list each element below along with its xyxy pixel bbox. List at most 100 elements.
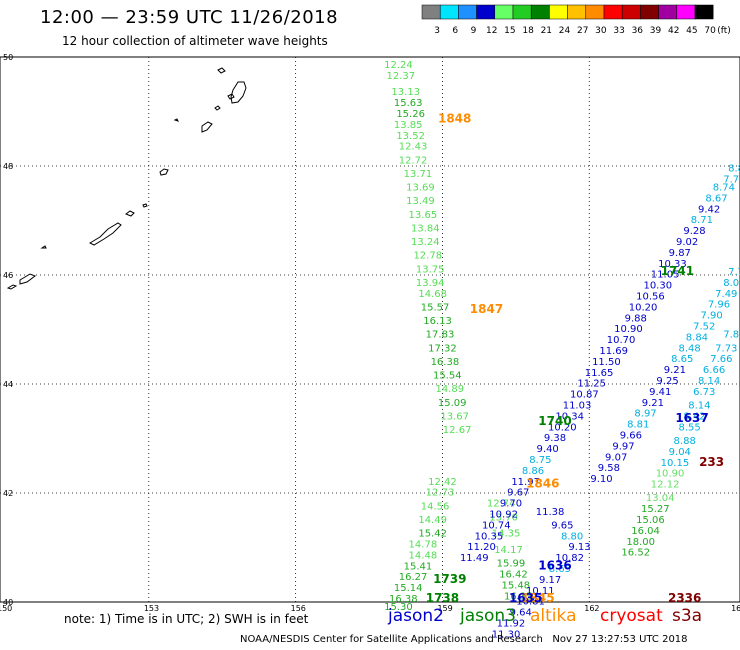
colorbar-label: 12: [486, 26, 497, 36]
swh-value: 8.71: [691, 215, 713, 226]
lon-tick-label: 159: [437, 604, 452, 613]
colorbar-label: 39: [650, 26, 662, 36]
swh-value: 8.86: [522, 466, 544, 477]
island-shape: [19, 273, 37, 285]
pass-time-label: 1637: [675, 411, 708, 425]
swh-value: 10.56: [636, 292, 665, 303]
swh-value: 12.67: [443, 425, 472, 436]
pass-time-label: 233: [699, 455, 724, 469]
swh-value: 6.66: [703, 365, 725, 376]
swh-value: 7.7: [723, 174, 739, 185]
swh-value: 18.00: [626, 537, 655, 548]
colorbar-label: 70: [704, 26, 716, 36]
swh-value: 12.42: [428, 477, 457, 488]
swh-value: 9.25: [656, 376, 678, 387]
swh-value: 7.66: [710, 354, 732, 365]
swh-value: 15.48: [502, 580, 531, 591]
swh-value: 13.84: [411, 223, 440, 234]
track-jason2-1741: 8.87.78.748.679.428.719.289.029.8710.331…: [460, 163, 740, 564]
swh-value: 12.12: [651, 480, 680, 491]
satellite-legend-cryosat: cryosat: [600, 606, 663, 626]
lat-tick-label: 42: [3, 489, 13, 498]
swh-value: 7.7: [728, 267, 740, 278]
swh-value: 17.32: [428, 343, 457, 354]
swh-value: 8.14: [688, 401, 710, 412]
lat-tick-label: 44: [3, 380, 13, 389]
colorbar-legend: 3 6 9 12 15 18 21 24 27 30 33 36 39 42 45 70 (ft): [421, 4, 731, 36]
pass-time-label: 1741: [661, 264, 694, 278]
swh-value: 11.92: [497, 619, 526, 630]
swh-value: 13.04: [646, 493, 675, 504]
pass-time-label: 1636: [538, 558, 571, 572]
swh-value: 8.81: [627, 420, 649, 431]
swh-value: 11.30: [492, 629, 521, 640]
swh-value: 13.13: [391, 87, 420, 98]
swh-value: 11.03: [563, 401, 592, 412]
swh-value: 15.63: [394, 98, 423, 109]
swh-value: 16.13: [423, 316, 452, 327]
swh-value: 9.64: [510, 608, 532, 619]
swh-value: 11.05: [651, 270, 680, 281]
swh-value: 15.41: [404, 561, 433, 572]
island-shape: [201, 121, 213, 133]
swh-value: 9.41: [649, 387, 671, 398]
swh-value: 9.87: [669, 248, 691, 259]
map-frame: [0, 56, 740, 603]
swh-value: 12.72: [399, 155, 428, 166]
swh-value: 14.17: [494, 545, 523, 556]
swh-value: 10.70: [607, 335, 636, 346]
pass-time-label: 1848: [438, 111, 471, 125]
pass-time-label: 1738: [426, 591, 459, 605]
swh-value: 13.71: [404, 169, 433, 180]
swh-value: 8.74: [713, 183, 735, 194]
pass-time-label: 2336: [668, 591, 701, 605]
swh-value: 9.97: [612, 441, 634, 452]
island-shape: [227, 93, 235, 100]
swh-value: 8.65: [671, 354, 693, 365]
island-shape: [159, 168, 169, 176]
island-shape: [40, 245, 47, 249]
chart-title: 12:00 — 23:59 UTC 11/26/2018: [40, 7, 339, 28]
pass-time-label: 1846: [526, 477, 559, 491]
swh-value: 9.13: [568, 542, 590, 553]
pass-time-label: 1847: [470, 302, 503, 316]
lat-tick-label: 50: [3, 53, 13, 62]
swh-value: 9.67: [507, 488, 529, 499]
swh-value: 13.85: [394, 120, 423, 131]
swh-value: 9.17: [539, 575, 561, 586]
swh-value: 8.8: [728, 163, 740, 174]
satellite-legend-jason3: jason3: [460, 606, 516, 626]
swh-value: 11.20: [467, 542, 496, 553]
swh-value: 16.04: [631, 526, 660, 537]
swh-value: 15.27: [641, 504, 670, 515]
satellite-legend-jason2: jason2: [388, 606, 444, 626]
swh-value: 10.20: [548, 422, 577, 433]
swh-value: 15.99: [497, 559, 526, 570]
swh-value: 11.69: [599, 346, 628, 357]
swh-value: 12.24: [384, 60, 413, 71]
swh-value: 7.96: [708, 300, 730, 311]
island-shape: [88, 222, 122, 246]
pass-time-label: 1739: [433, 572, 466, 586]
colorbar-label: 33: [613, 26, 624, 36]
swh-value: 9.38: [544, 433, 566, 444]
swh-value: 9.28: [683, 226, 705, 237]
swh-value: 8.0: [723, 278, 739, 289]
lon-tick-label: 150: [0, 604, 12, 613]
lat-tick-label: 48: [3, 162, 13, 171]
swh-value: 8.84: [686, 332, 708, 343]
credit-line: NOAA/NESDIS Center for Satellite Applica…: [240, 634, 688, 645]
colorbar-label: 27: [577, 26, 588, 36]
swh-value: 9.21: [642, 398, 664, 409]
swh-value: 6.73: [693, 387, 715, 398]
swh-value: 10.74: [482, 520, 511, 531]
colorbar-label: 30: [595, 26, 607, 36]
lon-tick-label: 153: [144, 604, 159, 613]
swh-value: 16.35: [504, 591, 533, 602]
swh-value: 14.35: [492, 529, 521, 540]
swh-value: 16.38: [389, 594, 418, 605]
swh-value: 13.65: [409, 210, 438, 221]
